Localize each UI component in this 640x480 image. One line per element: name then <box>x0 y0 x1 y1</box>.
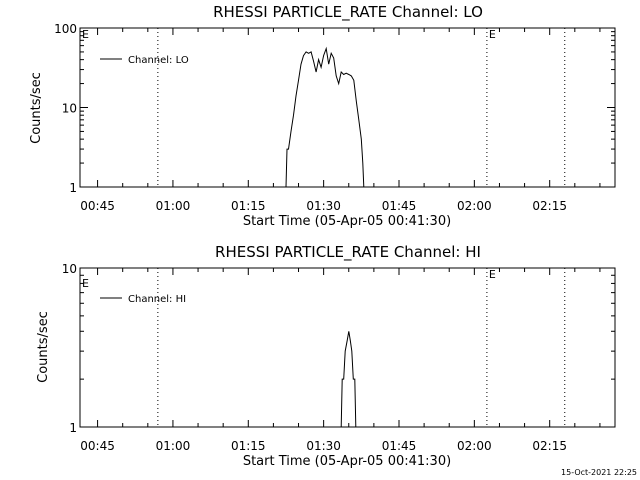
chart-title: RHESSI PARTICLE_RATE Channel: HI <box>215 243 481 262</box>
x-axis-label: Start Time (05-Apr-05 00:41:30) <box>243 454 451 469</box>
x-tick-label: 00:45 <box>80 199 115 213</box>
legend: Channel: HI <box>100 294 186 305</box>
y-tick-label: 1 <box>69 181 77 195</box>
y-axis-label: Counts/sec <box>36 311 51 383</box>
left-flag-label: E <box>82 277 89 290</box>
marker-flag: E <box>489 268 496 281</box>
y-axis-ticks: 1 10 <box>62 262 615 435</box>
legend: Channel: LO <box>100 55 189 66</box>
left-flag-label: E <box>82 28 89 41</box>
x-tick-label: 01:45 <box>382 439 417 453</box>
series-line <box>340 331 357 428</box>
legend-label: Channel: HI <box>128 294 186 305</box>
x-tick-label: 01:45 <box>382 199 417 213</box>
x-axis-ticks: 00:45 01:00 01:15 01:30 01:45 02:00 02:15 <box>80 268 601 453</box>
series-group <box>340 331 357 428</box>
x-tick-label: 01:00 <box>156 199 191 213</box>
x-tick-label: 00:45 <box>80 439 115 453</box>
x-tick-label: 02:00 <box>457 439 492 453</box>
x-tick-label: 02:00 <box>457 199 492 213</box>
marker-flag: E <box>489 28 496 41</box>
hi-channel-panel: RHESSI PARTICLE_RATE Channel: HI E 00:45… <box>36 243 616 469</box>
chart-title: RHESSI PARTICLE_RATE Channel: LO <box>213 3 483 22</box>
x-tick-label: 01:30 <box>306 439 341 453</box>
y-axis-label: Counts/sec <box>29 72 44 144</box>
marker-lines: E <box>157 268 566 427</box>
y-tick-label: 10 <box>62 262 77 276</box>
x-tick-label: 01:15 <box>231 439 266 453</box>
x-axis-ticks: 00:45 01:00 01:15 01:30 01:45 02:00 02:15 <box>80 28 601 213</box>
lo-channel-panel: RHESSI PARTICLE_RATE Channel: LO E 00:45… <box>29 3 616 229</box>
x-tick-label: 01:00 <box>156 439 191 453</box>
plot-frame <box>79 27 616 188</box>
y-tick-label: 100 <box>54 22 77 36</box>
y-tick-label: 10 <box>62 102 77 116</box>
x-axis-label: Start Time (05-Apr-05 00:41:30) <box>243 214 451 229</box>
x-tick-label: 02:15 <box>532 199 567 213</box>
x-tick-label: 01:30 <box>306 199 341 213</box>
series-group <box>285 46 365 188</box>
timestamp: 15-Oct-2021 22:25 <box>561 468 637 477</box>
series-line <box>285 46 365 188</box>
x-tick-label: 02:15 <box>532 439 567 453</box>
y-axis-ticks: 1 10 100 <box>54 22 615 195</box>
y-tick-label: 1 <box>69 421 77 435</box>
x-tick-label: 01:15 <box>231 199 266 213</box>
legend-label: Channel: LO <box>128 55 189 66</box>
marker-lines: E <box>157 28 566 187</box>
plot-frame <box>79 267 616 428</box>
